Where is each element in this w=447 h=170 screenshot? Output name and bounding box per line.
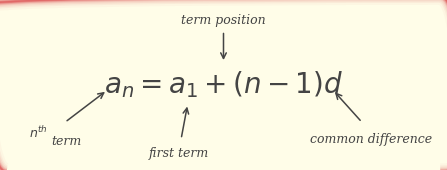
Text: $a_n = a_1 + (n-1)d$: $a_n = a_1 + (n-1)d$	[104, 70, 343, 100]
Text: first term: first term	[149, 147, 209, 159]
Text: common difference: common difference	[310, 133, 432, 146]
Text: term: term	[51, 135, 82, 148]
Text: $n^{th}$: $n^{th}$	[29, 125, 48, 141]
Text: term position: term position	[181, 14, 266, 27]
